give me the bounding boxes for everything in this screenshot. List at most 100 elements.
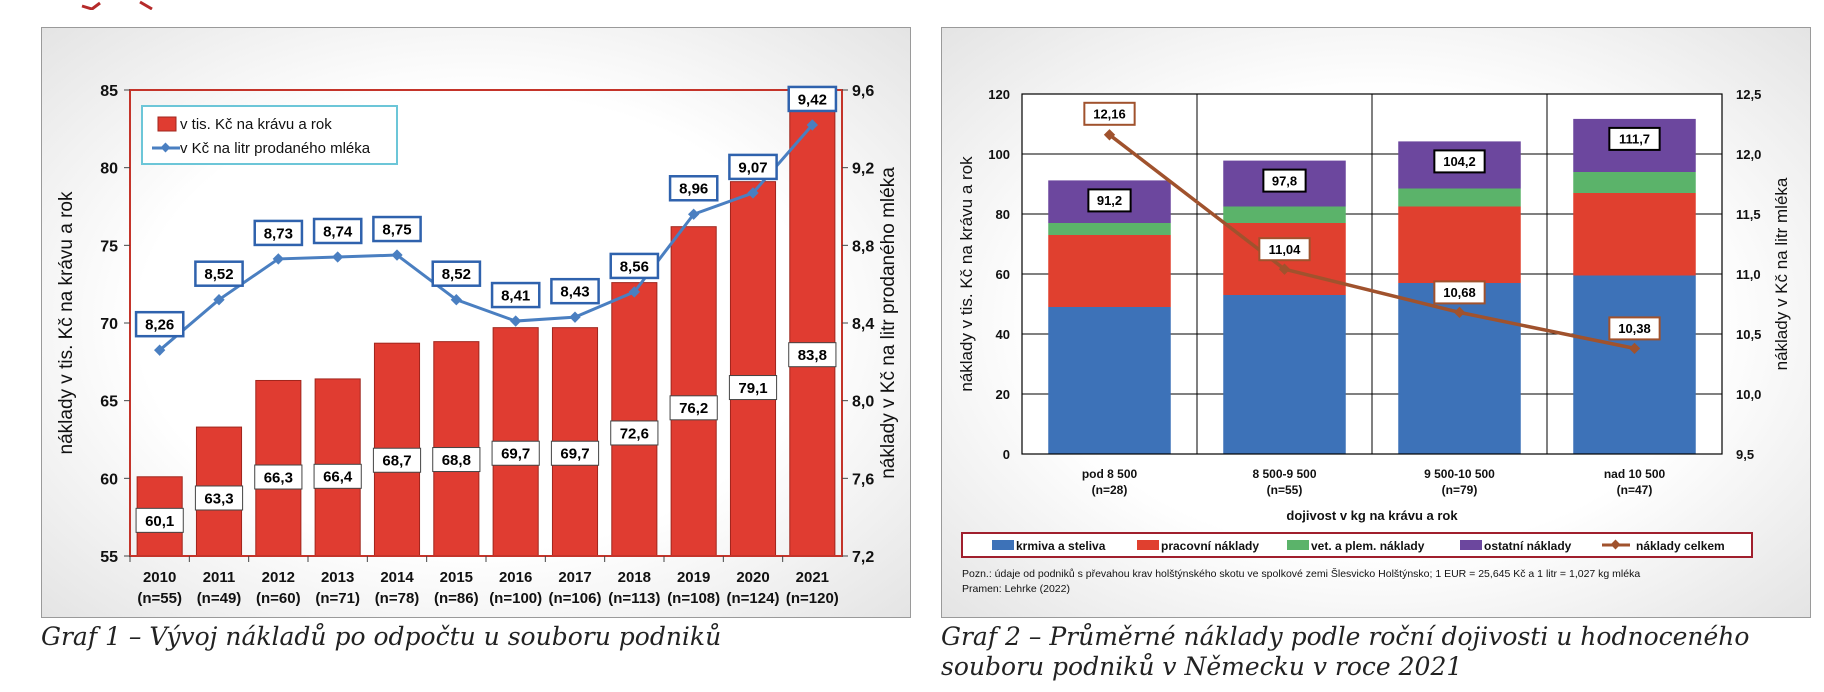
x-tick-label: 2013 bbox=[321, 569, 354, 586]
bar-value-label: 76,2 bbox=[679, 400, 708, 417]
y-axis-title: náklady v tis. Kč na krávu a rok bbox=[56, 191, 77, 454]
line-point-2014 bbox=[391, 249, 403, 261]
y2-tick-label: 9,6 bbox=[852, 83, 874, 100]
total-value-label-box bbox=[1608, 126, 1661, 151]
source-text: Pramen: Lehrke (2022) bbox=[962, 583, 1070, 595]
chart-2-panel: 0 20 40 60 80 100 120 9,5 10,0 10,5 11,0 11,5 12,0 12… bbox=[941, 27, 1811, 618]
x-tick-label: 2017 bbox=[558, 569, 591, 586]
line-value-label: 12,16 bbox=[1093, 106, 1126, 121]
line-series-price bbox=[158, 123, 814, 352]
y2-tick-label: 10,0 bbox=[1736, 387, 1761, 402]
top-decoration bbox=[81, 0, 153, 10]
x-tick-n-label: (n=47) bbox=[1617, 483, 1653, 497]
y2-axis-title: náklady v Kč na litr mléka bbox=[1772, 177, 1791, 370]
line-value-label: 8,43 bbox=[560, 284, 589, 301]
y-tick-label: 0 bbox=[1003, 447, 1010, 462]
legend-label-line: v Kč na litr prodaného mléka bbox=[180, 140, 371, 157]
bar-2021 bbox=[789, 108, 836, 557]
bar-value-label-box bbox=[194, 485, 244, 511]
line-point-3 bbox=[1453, 306, 1466, 319]
y2-tick-label: 12,0 bbox=[1736, 147, 1761, 162]
x-tick-n-label: (n=71) bbox=[315, 590, 360, 607]
line-point-2013 bbox=[332, 251, 344, 263]
line-value-label: 9,42 bbox=[798, 91, 827, 108]
line-value-label-box bbox=[728, 153, 778, 181]
x-tick-n-label: (n=113) bbox=[608, 590, 660, 607]
x-tick-label: nad 10 500 bbox=[1604, 467, 1666, 481]
x-tick-label: 2021 bbox=[796, 569, 829, 586]
y2-tick-label: 8,8 bbox=[852, 238, 874, 255]
bar-segment-2-4 bbox=[1573, 193, 1696, 276]
total-value-label-box bbox=[1262, 168, 1307, 193]
line-point-2020 bbox=[747, 187, 759, 199]
x-tick-label: 2010 bbox=[143, 569, 176, 586]
x-tick-label: 2011 bbox=[203, 569, 236, 586]
chart-1: 55 60 65 70 75 80 85 7,2 7,6 8,0 8,4 8,8 9,2 9,6 2010 (… bbox=[56, 83, 899, 607]
line-series-total bbox=[1108, 133, 1635, 351]
caption-graf-1: Graf 1 – Vývoj nákladů po odpočtu u soub… bbox=[41, 622, 722, 651]
line-value-label: 8,75 bbox=[382, 221, 411, 238]
x-tick-label: 2020 bbox=[736, 569, 769, 586]
x-tick-label: 8 500-9 500 bbox=[1252, 467, 1316, 481]
line-value-label: 8,73 bbox=[264, 225, 293, 242]
line-value-label: 8,52 bbox=[204, 266, 233, 283]
total-value-label: 91,2 bbox=[1097, 193, 1122, 208]
legend-swatch-4 bbox=[1460, 540, 1482, 550]
bar-value-label: 69,7 bbox=[501, 446, 530, 463]
total-value-label: 97,8 bbox=[1272, 173, 1297, 188]
line-value-label-box bbox=[490, 281, 541, 309]
total-value-label-box bbox=[1087, 188, 1132, 213]
legend-swatch-1 bbox=[992, 540, 1014, 550]
bar-segment-1-4 bbox=[1573, 275, 1696, 454]
bar-segment-2-3 bbox=[1398, 206, 1521, 283]
y2-tick-label: 11,5 bbox=[1736, 207, 1761, 222]
bar-value-label: 68,8 bbox=[442, 452, 471, 469]
y2-tick-label: 12,5 bbox=[1736, 87, 1761, 102]
y2-axis-title: náklady v Kč na litr prodaného mléka bbox=[878, 167, 899, 479]
line-value-label: 8,41 bbox=[501, 287, 530, 304]
line-point-4 bbox=[1628, 342, 1641, 355]
bar-value-label: 66,4 bbox=[323, 469, 353, 486]
x-tick-n-label: (n=78) bbox=[375, 590, 420, 607]
bar-value-label: 79,1 bbox=[738, 380, 767, 397]
bar-segment-2-1 bbox=[1048, 235, 1171, 307]
bar-segment-3-1 bbox=[1048, 223, 1171, 235]
y-tick-label: 20 bbox=[996, 387, 1010, 402]
legend-swatch-marker bbox=[1610, 539, 1621, 550]
total-value-label: 111,7 bbox=[1619, 132, 1650, 147]
line-value-label-box bbox=[134, 310, 185, 338]
legend-swatch-bar bbox=[157, 116, 177, 132]
legend-label-4: ostatní náklady bbox=[1484, 539, 1572, 553]
bar-value-label: 66,3 bbox=[264, 469, 293, 486]
total-value-label-box bbox=[1433, 149, 1486, 174]
note-text: Pozn.: údaje od podniků s převahou krav … bbox=[962, 567, 1640, 580]
legend-label-2: pracovní náklady bbox=[1161, 539, 1259, 553]
line-value-label: 10,38 bbox=[1618, 321, 1651, 336]
legend-swatch-marker bbox=[160, 142, 171, 153]
y-tick-label: 120 bbox=[988, 87, 1010, 102]
line-value-label-box bbox=[550, 277, 600, 305]
bar-value-label-box bbox=[610, 420, 659, 446]
line-value-label-box bbox=[194, 260, 244, 287]
chart-2: 0 20 40 60 80 100 120 9,5 10,0 10,5 11,0 11,5 12,0 12… bbox=[957, 87, 1791, 595]
x-tick-n-label: (n=79) bbox=[1442, 483, 1478, 497]
legend-label-1: krmiva a steliva bbox=[1016, 539, 1106, 553]
line-point-2017 bbox=[569, 311, 581, 323]
x-axis-title: dojivost v kg na krávu a rok bbox=[1286, 508, 1458, 523]
line-value-label-box bbox=[312, 217, 363, 245]
y-tick-label: 85 bbox=[100, 83, 118, 100]
line-value-label-box bbox=[668, 175, 719, 202]
line-point-2011 bbox=[213, 294, 225, 306]
y-tick-label: 80 bbox=[996, 207, 1010, 222]
y-tick-label: 75 bbox=[100, 238, 118, 255]
bar-value-label-box bbox=[728, 375, 778, 401]
line-value-label: 11,04 bbox=[1269, 242, 1302, 257]
bar-value-label: 69,7 bbox=[560, 446, 589, 463]
x-tick-n-label: (n=106) bbox=[549, 590, 602, 607]
y2-tick-label: 7,6 bbox=[852, 471, 874, 488]
bar-2020 bbox=[729, 181, 777, 557]
x-tick-n-label: (n=55) bbox=[1267, 483, 1303, 497]
line-value-label: 10,68 bbox=[1443, 285, 1476, 300]
bar-segment-3-3 bbox=[1398, 188, 1521, 207]
x-tick-label: 2014 bbox=[380, 569, 414, 586]
